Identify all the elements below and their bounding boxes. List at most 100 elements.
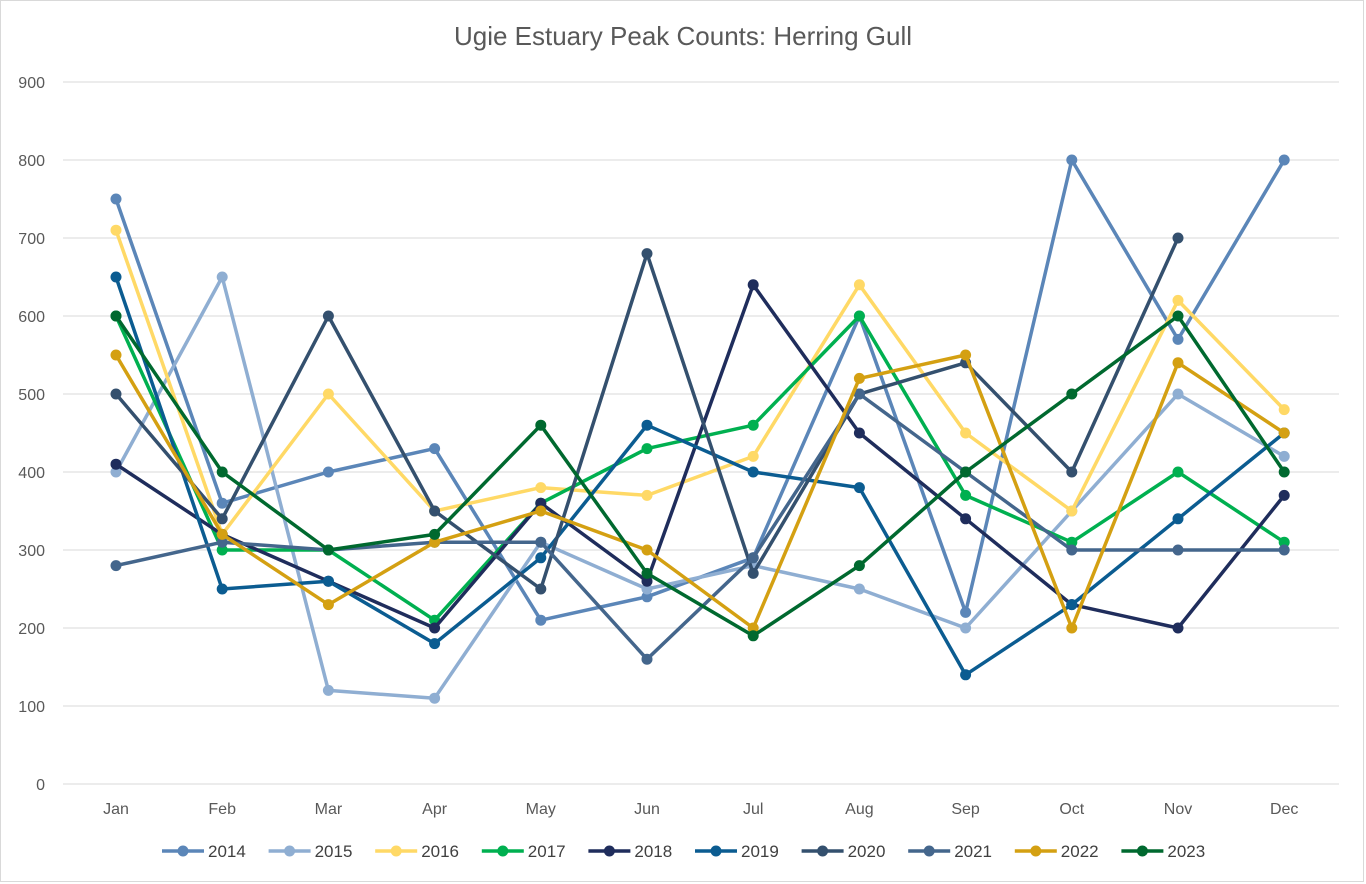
series-line — [114, 353, 1286, 630]
data-point — [1278, 154, 1290, 166]
x-axis-ticks: Jan Feb Mar Apr May Jun Jul Aug Sep Oct Nov Dec — [103, 801, 1298, 818]
data-point — [960, 466, 972, 478]
data-point — [641, 544, 653, 556]
x-tick-label: Apr — [422, 801, 448, 818]
data-point — [110, 458, 122, 470]
data-point — [853, 279, 865, 291]
data-point — [1066, 622, 1078, 634]
data-point — [110, 310, 122, 322]
legend-item-2022: 2022 — [1014, 842, 1099, 861]
data-point — [1172, 294, 1184, 306]
data-point — [747, 466, 759, 478]
data-point — [641, 489, 653, 501]
data-point — [322, 310, 334, 322]
y-tick-label: 700 — [18, 231, 45, 248]
legend-label: 2014 — [208, 842, 246, 861]
data-point — [1172, 310, 1184, 322]
series-line — [114, 275, 1286, 700]
data-point — [641, 567, 653, 579]
y-tick-label: 800 — [18, 153, 45, 170]
data-point — [641, 419, 653, 431]
x-tick-label: Mar — [315, 801, 343, 818]
data-point — [1172, 544, 1184, 556]
data-point — [747, 622, 759, 634]
data-point — [1172, 622, 1184, 634]
data-point — [322, 599, 334, 611]
legend-marker — [817, 845, 829, 857]
data-point — [110, 193, 122, 205]
series-line — [114, 392, 1286, 661]
legend-item-2016: 2016 — [375, 842, 459, 861]
data-point — [1278, 489, 1290, 501]
data-point — [216, 544, 228, 556]
data-point — [1172, 513, 1184, 525]
y-tick-label: 0 — [36, 777, 45, 794]
data-point — [747, 630, 759, 642]
y-tick-label: 500 — [18, 387, 45, 404]
data-point — [535, 419, 547, 431]
legend-item-2021: 2021 — [908, 842, 992, 861]
series-line — [114, 283, 1286, 630]
data-point — [429, 536, 441, 548]
data-point — [535, 497, 547, 509]
legend-marker — [390, 845, 402, 857]
data-point — [110, 224, 122, 236]
data-point — [1278, 536, 1290, 548]
y-tick-label: 200 — [18, 621, 45, 638]
data-point — [747, 279, 759, 291]
data-point — [1066, 154, 1078, 166]
data-point — [216, 528, 228, 540]
data-point — [1172, 232, 1184, 244]
data-point — [1172, 466, 1184, 478]
legend-item-2018: 2018 — [588, 842, 672, 861]
data-point — [641, 653, 653, 665]
data-point — [1066, 544, 1078, 556]
data-point — [535, 505, 547, 517]
data-point — [429, 505, 441, 517]
data-point — [216, 271, 228, 283]
data-point — [535, 614, 547, 626]
x-tick-label: Feb — [208, 801, 236, 818]
data-point — [110, 349, 122, 361]
legend-marker — [1030, 845, 1042, 857]
data-point — [1278, 404, 1290, 416]
data-point — [641, 443, 653, 455]
data-point — [641, 591, 653, 603]
series-2015 — [110, 271, 1290, 704]
legend-label: 2021 — [954, 842, 992, 861]
y-tick-label: 100 — [18, 699, 45, 716]
legend-item-2023: 2023 — [1121, 842, 1205, 861]
data-point — [110, 560, 122, 572]
chart-title: Ugie Estuary Peak Counts: Herring Gull — [453, 21, 913, 51]
series-line — [114, 228, 1286, 537]
data-point — [960, 669, 972, 681]
data-point — [853, 560, 865, 572]
legend-label: 2022 — [1061, 842, 1099, 861]
data-point — [535, 552, 547, 564]
data-point — [960, 349, 972, 361]
data-point — [322, 544, 334, 556]
data-point — [429, 638, 441, 650]
data-point — [853, 372, 865, 384]
data-point — [960, 427, 972, 439]
data-point — [1278, 466, 1290, 478]
x-tick-label: Jan — [103, 801, 129, 818]
y-tick-label: 600 — [18, 309, 45, 326]
data-point — [960, 513, 972, 525]
data-point — [216, 513, 228, 525]
x-tick-label: Oct — [1059, 801, 1084, 818]
series-2022 — [110, 349, 1290, 634]
legend-label: 2017 — [528, 842, 566, 861]
data-point — [1172, 388, 1184, 400]
legend-label: 2016 — [421, 842, 459, 861]
data-point — [1278, 427, 1290, 439]
data-point — [535, 482, 547, 494]
x-tick-label: Sep — [951, 801, 980, 818]
data-point — [110, 271, 122, 283]
legend-item-2014: 2014 — [162, 842, 246, 861]
y-axis-ticks: 0 100 200 300 400 500 600 700 800 900 — [18, 75, 45, 794]
data-point — [960, 489, 972, 501]
data-point — [1066, 536, 1078, 548]
